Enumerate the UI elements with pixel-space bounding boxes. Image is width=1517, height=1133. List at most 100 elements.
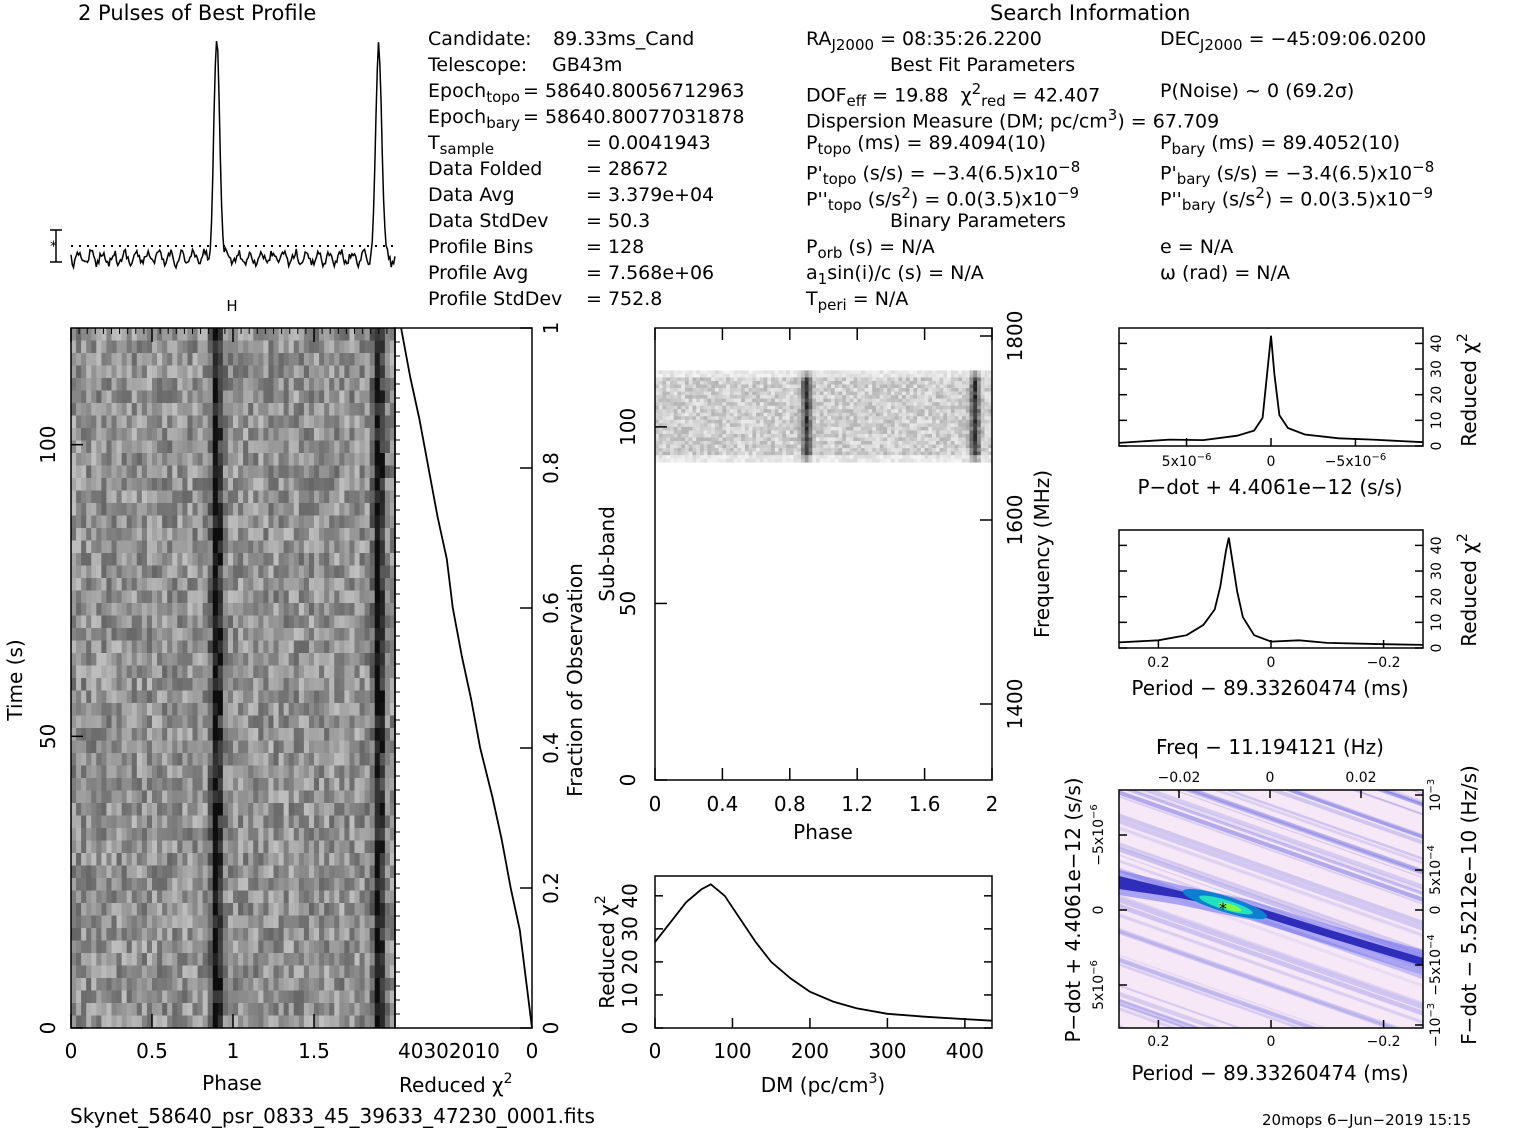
time-phase-cell bbox=[354, 528, 361, 541]
time-phase-cell bbox=[116, 465, 123, 479]
time-phase-cell bbox=[91, 803, 97, 816]
time-phase-cell bbox=[248, 603, 254, 616]
time-phase-cell bbox=[268, 1015, 274, 1029]
time-phase-cell bbox=[379, 503, 386, 516]
time-phase-cell bbox=[319, 665, 325, 679]
time-phase-cell bbox=[253, 540, 259, 554]
time-phase-cell bbox=[222, 865, 229, 879]
time-phase-cell bbox=[314, 890, 320, 904]
time-phase-cell bbox=[207, 765, 214, 779]
time-phase-cell bbox=[273, 840, 280, 854]
subband-cell bbox=[864, 391, 869, 396]
subband-cell bbox=[898, 409, 903, 414]
subband-cell bbox=[688, 419, 693, 424]
subband-cell bbox=[655, 395, 660, 400]
time-phase-cell bbox=[167, 378, 173, 391]
time-phase-cell bbox=[136, 628, 143, 641]
time-phase-cell bbox=[162, 990, 168, 1004]
time-phase-cell bbox=[233, 540, 239, 554]
time-phase-cell bbox=[374, 915, 381, 929]
time-phase-cell bbox=[101, 890, 107, 904]
time-phase-cell bbox=[233, 603, 239, 616]
time-phase-cell bbox=[298, 340, 305, 354]
subband-cell bbox=[965, 412, 970, 417]
time-phase-cell bbox=[273, 565, 280, 579]
subband-cell bbox=[756, 416, 761, 421]
time-phase-cell bbox=[233, 340, 239, 354]
subband-cell bbox=[673, 419, 678, 424]
subband-cell bbox=[920, 416, 925, 421]
time-phase-cell bbox=[263, 878, 269, 891]
time-phase-cell bbox=[197, 578, 204, 591]
time-phase-cell bbox=[126, 328, 133, 341]
time-phase-cell bbox=[76, 753, 82, 766]
time-phase-cell bbox=[354, 728, 361, 741]
time-phase-cell bbox=[389, 753, 396, 766]
time-phase-cell bbox=[369, 678, 376, 691]
time-phase-cell bbox=[389, 653, 396, 666]
time-phase-cell bbox=[86, 815, 92, 829]
subband-cell bbox=[939, 370, 944, 375]
time-phase-cell bbox=[172, 353, 178, 366]
subband-cell bbox=[965, 409, 970, 414]
subband-cell bbox=[819, 398, 824, 403]
time-phase-cell bbox=[334, 853, 340, 866]
time-phase-cell bbox=[324, 465, 330, 479]
subband-cell bbox=[954, 388, 959, 392]
time-phase-cell bbox=[146, 378, 153, 391]
time-phase-cell bbox=[162, 553, 168, 566]
time-phase-cell bbox=[288, 465, 295, 479]
time-phase-cell bbox=[319, 540, 325, 554]
time-phase-cell bbox=[379, 565, 386, 579]
time-phase-cell bbox=[152, 403, 158, 416]
subband-cell bbox=[737, 409, 742, 414]
time-phase-cell bbox=[238, 815, 244, 829]
subband-cell bbox=[917, 412, 922, 417]
time-phase-cell bbox=[111, 528, 118, 541]
time-phase-cell bbox=[136, 415, 143, 429]
time-phase-cell bbox=[369, 853, 376, 866]
subband-cell bbox=[658, 416, 663, 421]
time-phase-cell bbox=[364, 965, 371, 979]
time-phase-cell bbox=[172, 453, 178, 466]
subband-cell bbox=[917, 395, 922, 400]
time-phase-cell bbox=[379, 990, 386, 1004]
time-phase-cell bbox=[344, 665, 350, 679]
time-phase-cell bbox=[217, 790, 224, 804]
time-phase-cell bbox=[384, 815, 391, 829]
subband-cell bbox=[872, 377, 877, 382]
time-phase-cell bbox=[268, 353, 274, 366]
time-phase-cell bbox=[369, 915, 376, 929]
time-phase-cell bbox=[167, 553, 173, 566]
time-phase-cell bbox=[283, 965, 290, 979]
time-phase-cell bbox=[248, 578, 254, 591]
subband-cell bbox=[658, 419, 663, 424]
subband-cell bbox=[935, 402, 940, 407]
time-phase-cell bbox=[207, 353, 214, 366]
time-phase-cell bbox=[374, 578, 381, 591]
time-phase-cell bbox=[354, 715, 361, 729]
time-phase-cell bbox=[339, 328, 345, 341]
time-phase-cell bbox=[308, 615, 315, 629]
subband-cell bbox=[666, 409, 671, 414]
time-phase-cell bbox=[207, 453, 214, 466]
time-phase-cell bbox=[131, 803, 138, 816]
time-phase-cell bbox=[167, 765, 173, 779]
time-phase-cell bbox=[106, 990, 112, 1004]
time-phase-cell bbox=[212, 628, 219, 641]
subband-cell bbox=[711, 405, 716, 410]
time-phase-cell bbox=[369, 628, 376, 641]
time-phase-cell bbox=[364, 428, 371, 441]
time-phase-cell bbox=[298, 490, 305, 504]
time-phase-cell bbox=[76, 490, 82, 504]
time-phase-cell bbox=[349, 590, 355, 604]
time-phase-cell bbox=[101, 903, 107, 916]
time-phase-cell bbox=[349, 390, 355, 404]
subband-cell bbox=[935, 373, 940, 378]
time-phase-cell bbox=[288, 578, 295, 591]
time-phase-cell bbox=[283, 715, 290, 729]
time-phase-cell bbox=[131, 465, 138, 479]
subband-cell bbox=[845, 412, 851, 417]
time-phase-cell bbox=[106, 465, 112, 479]
subband-cell bbox=[808, 380, 813, 385]
